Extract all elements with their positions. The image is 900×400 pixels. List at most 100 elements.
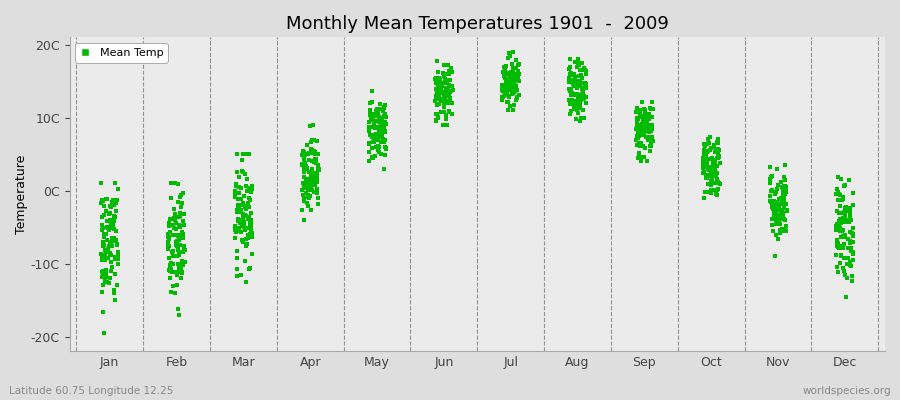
- Point: [631, 132, 645, 138]
- Point: [504, 78, 518, 84]
- Point: [298, 152, 312, 159]
- Point: [236, 238, 250, 245]
- Point: [173, 224, 187, 230]
- Point: [428, 78, 443, 84]
- Point: [508, 82, 522, 88]
- Point: [629, 126, 643, 132]
- Point: [234, 157, 248, 164]
- Point: [572, 78, 587, 85]
- Point: [297, 183, 311, 189]
- Point: [173, 212, 187, 219]
- Point: [310, 165, 325, 172]
- Point: [439, 91, 454, 98]
- Point: [771, 214, 786, 220]
- Point: [162, 262, 176, 269]
- Point: [569, 97, 583, 104]
- Point: [242, 151, 256, 157]
- Point: [166, 232, 180, 238]
- Point: [703, 133, 717, 140]
- Point: [765, 216, 779, 222]
- Point: [500, 55, 515, 62]
- Point: [97, 277, 112, 284]
- Point: [837, 183, 851, 190]
- Point: [566, 79, 580, 85]
- Point: [777, 173, 791, 180]
- Point: [238, 204, 252, 210]
- Point: [775, 216, 789, 222]
- Point: [645, 106, 660, 113]
- Point: [700, 136, 715, 142]
- Point: [104, 252, 119, 259]
- Point: [230, 273, 244, 280]
- Point: [501, 107, 516, 114]
- Point: [430, 115, 445, 122]
- Point: [706, 168, 720, 174]
- Point: [565, 98, 580, 105]
- Point: [97, 272, 112, 278]
- Point: [702, 188, 716, 195]
- Point: [234, 185, 248, 192]
- Point: [175, 260, 189, 267]
- Point: [177, 247, 192, 254]
- Point: [842, 260, 857, 266]
- Point: [307, 137, 321, 144]
- Point: [229, 194, 243, 201]
- Point: [636, 113, 651, 120]
- Point: [239, 188, 254, 194]
- Point: [170, 214, 184, 221]
- Point: [445, 110, 459, 117]
- Point: [434, 81, 448, 88]
- Point: [234, 185, 248, 192]
- Point: [704, 164, 718, 170]
- Point: [295, 148, 310, 154]
- Point: [767, 206, 781, 212]
- Point: [763, 192, 778, 199]
- Point: [97, 252, 112, 258]
- Point: [302, 194, 317, 200]
- Point: [242, 194, 256, 201]
- Point: [437, 95, 452, 102]
- Point: [777, 195, 791, 202]
- Point: [379, 121, 393, 128]
- Point: [296, 169, 310, 175]
- Point: [842, 177, 857, 184]
- Point: [297, 185, 311, 191]
- Point: [94, 288, 109, 295]
- Point: [243, 197, 257, 203]
- Point: [302, 169, 317, 175]
- Point: [832, 222, 846, 229]
- Point: [562, 56, 577, 62]
- Point: [305, 158, 320, 164]
- Point: [441, 87, 455, 94]
- Point: [571, 110, 585, 116]
- Point: [505, 74, 519, 80]
- Point: [439, 86, 454, 92]
- Point: [776, 200, 790, 206]
- Point: [770, 186, 784, 192]
- Point: [437, 62, 452, 69]
- Point: [166, 283, 181, 289]
- Point: [709, 163, 724, 170]
- Point: [641, 114, 655, 120]
- Point: [770, 205, 784, 211]
- Point: [94, 256, 109, 263]
- Point: [429, 93, 444, 100]
- Point: [96, 282, 111, 288]
- Point: [238, 258, 253, 264]
- Point: [375, 131, 390, 138]
- Point: [176, 218, 190, 224]
- Point: [709, 172, 724, 178]
- Point: [298, 176, 312, 182]
- Point: [243, 265, 257, 272]
- Point: [97, 231, 112, 237]
- Point: [307, 170, 321, 176]
- Point: [429, 58, 444, 64]
- Point: [106, 237, 121, 244]
- Point: [363, 131, 377, 138]
- Point: [631, 129, 645, 136]
- Point: [439, 93, 454, 100]
- Point: [372, 114, 386, 120]
- Point: [239, 243, 254, 249]
- Point: [834, 244, 849, 250]
- Point: [497, 72, 511, 78]
